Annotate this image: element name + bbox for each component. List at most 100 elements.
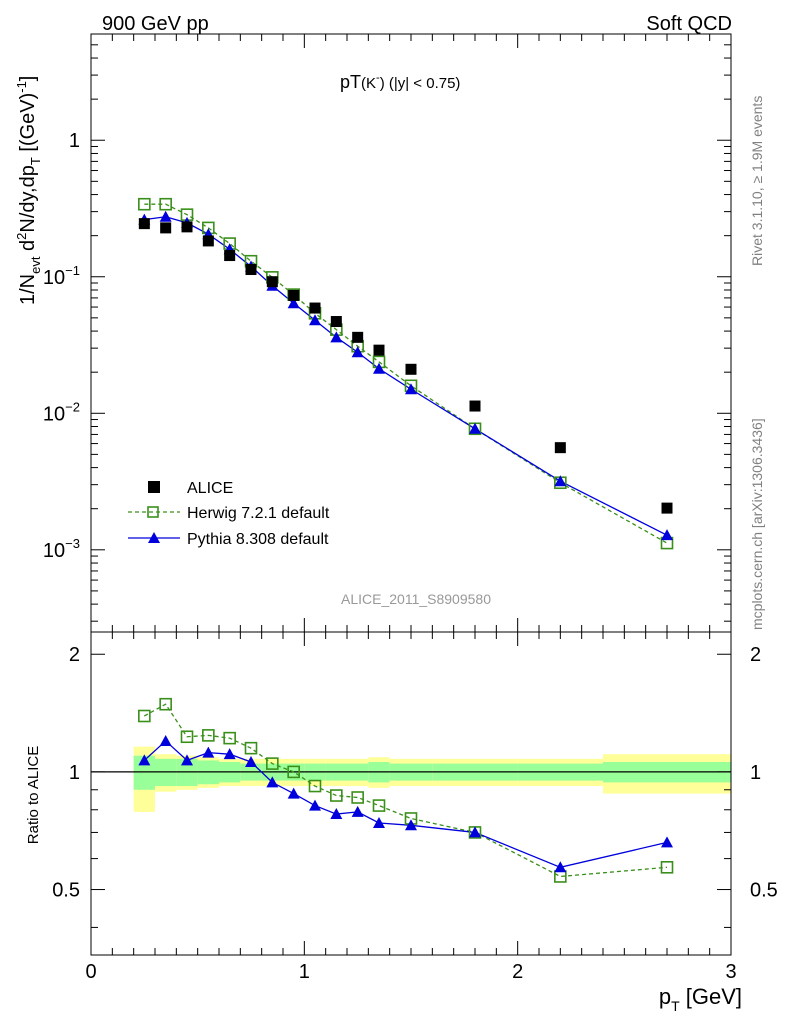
alice-point [181,221,193,233]
alice-point [405,363,417,375]
ratio-y-tick-label-right: 0.5 [750,880,778,902]
alice-point [661,502,673,514]
main-y-tick-labels: 1 10−1 10−2 10−3 [43,130,80,562]
pythia-point [373,362,385,374]
alice-point [309,302,321,314]
legend-herwig-label: Herwig 7.2.1 default [187,505,330,522]
pythia-point [309,314,321,326]
herwig-point [138,197,151,211]
herwig-ratio-line [144,703,668,878]
rivet-label: Rivet 3.1.10, ≥ 1.9M events [749,96,765,266]
pythia-ratio-point [138,754,151,766]
pythia-ratio-line [143,740,668,868]
alice-point [373,344,385,356]
alice-point [469,400,481,412]
pythia-ratio-point [181,754,193,766]
herwig-ratio-point [223,731,236,745]
legend-herwig-marker [147,506,159,518]
legend-alice-marker [148,481,160,493]
pythia-ratio-point [405,819,417,831]
pythia-ratio-point [202,746,215,758]
herwig-ratio-point [244,741,258,755]
pythia-point [287,297,300,309]
pythia-ratio-point [266,776,279,788]
herwig-ratio-point [138,709,151,723]
y-tick-label: 10−3 [43,536,80,562]
pythia-point [330,331,343,343]
pythia-ratio-point [661,836,673,848]
pythia-ratio-point [330,808,343,820]
herwig-ratio-point [660,861,674,874]
main-series [138,197,674,550]
ratio-y-tick-label-right: 2 [750,644,761,666]
pythia-point [469,422,481,434]
y-tick-label: 1 [69,130,80,152]
legend: ALICE Herwig 7.2.1 default Pythia 8.308 … [128,480,330,548]
herwig-ratio-point [372,799,386,812]
herwig-ratio-point [330,789,343,802]
alice-point [330,316,342,328]
alice-point [202,235,214,247]
alice-point [266,276,278,288]
pythia-line [144,216,668,536]
pythia-ratio-point [373,816,385,828]
herwig-ratio-point [202,729,215,742]
y-axis-label: 1/Nevt d2N/dy,dpT [(GeV)-1] [14,76,43,305]
herwig-ratio-point [180,730,194,744]
ratio-series [138,697,674,883]
pythia-point [159,210,172,222]
herwig-ratio-point [351,791,364,804]
x-tick-label: 1 [299,961,310,983]
alice-point [352,331,364,343]
y-tick-label: 10−1 [43,263,80,289]
pythia-ratio-point [159,734,172,746]
alice-point [224,250,236,262]
legend-pythia-marker [148,532,160,543]
pythia-ratio-point [287,787,300,799]
main-panel: pT(K-) (|y| < 0.75) 1/Nevt d2N/dy,dpT [(… [14,33,732,633]
x-tick-label: 0 [85,961,96,983]
ratio-y-tick-label: 0.5 [52,880,80,902]
alice-point [554,442,566,454]
herwig-ratio-point [159,697,172,711]
x-axis-label: pT [GeV] [659,984,742,1014]
pythia-ratio-point [554,861,567,873]
mcplots-label: mcplots.cern.ch [arXiv:1306.3436] [749,418,765,630]
herwig-ratio-point [266,757,279,770]
alice-point [288,289,300,301]
ratio-frame [90,631,732,956]
main-title: pT(K-) (|y| < 0.75) [340,72,460,92]
legend-alice-label: ALICE [187,480,233,497]
herwig-ratio-point [308,779,322,793]
alice-point [245,264,257,276]
y-tick-label: 10−2 [43,399,80,425]
herwig-line [144,203,668,544]
alice-point [138,218,150,230]
pythia-ratio-point [351,805,364,817]
watermark: ALICE_2011_S8909580 [341,591,491,607]
x-tick-label: 2 [512,961,523,983]
uncertainty-bands [133,746,731,812]
pythia-ratio-point [469,826,481,838]
header-left: 900 GeV pp [102,13,209,35]
ratio-y-label: Ratio to ALICE [25,746,42,844]
pythia-ratio-point [309,799,321,811]
x-tick-label: 3 [725,961,736,983]
pythia-point [661,529,673,541]
herwig-ratio-point [287,765,300,779]
legend-pythia-label: Pythia 8.308 default [187,531,329,548]
pythia-ratio-point [245,755,257,767]
pythia-ratio-point [223,748,236,760]
pythia-point [351,346,364,358]
ratio-tick-labels: 0.5 0.5 1 1 2 2 0 1 2 3 [52,644,778,983]
pythia-point [405,383,417,395]
header-right: Soft QCD [646,13,732,35]
ratio-y-tick-label: 2 [69,644,80,666]
ratio-y-tick-label: 1 [69,762,80,784]
herwig-point [159,197,172,211]
ratio-panel: 0.5 0.5 1 1 2 2 0 1 2 3 Ratio to ALICE pT [GeV] [25,631,778,1014]
alice-point [160,222,172,234]
pythia-point [554,475,567,487]
ratio-y-tick-label-right: 1 [750,762,761,784]
